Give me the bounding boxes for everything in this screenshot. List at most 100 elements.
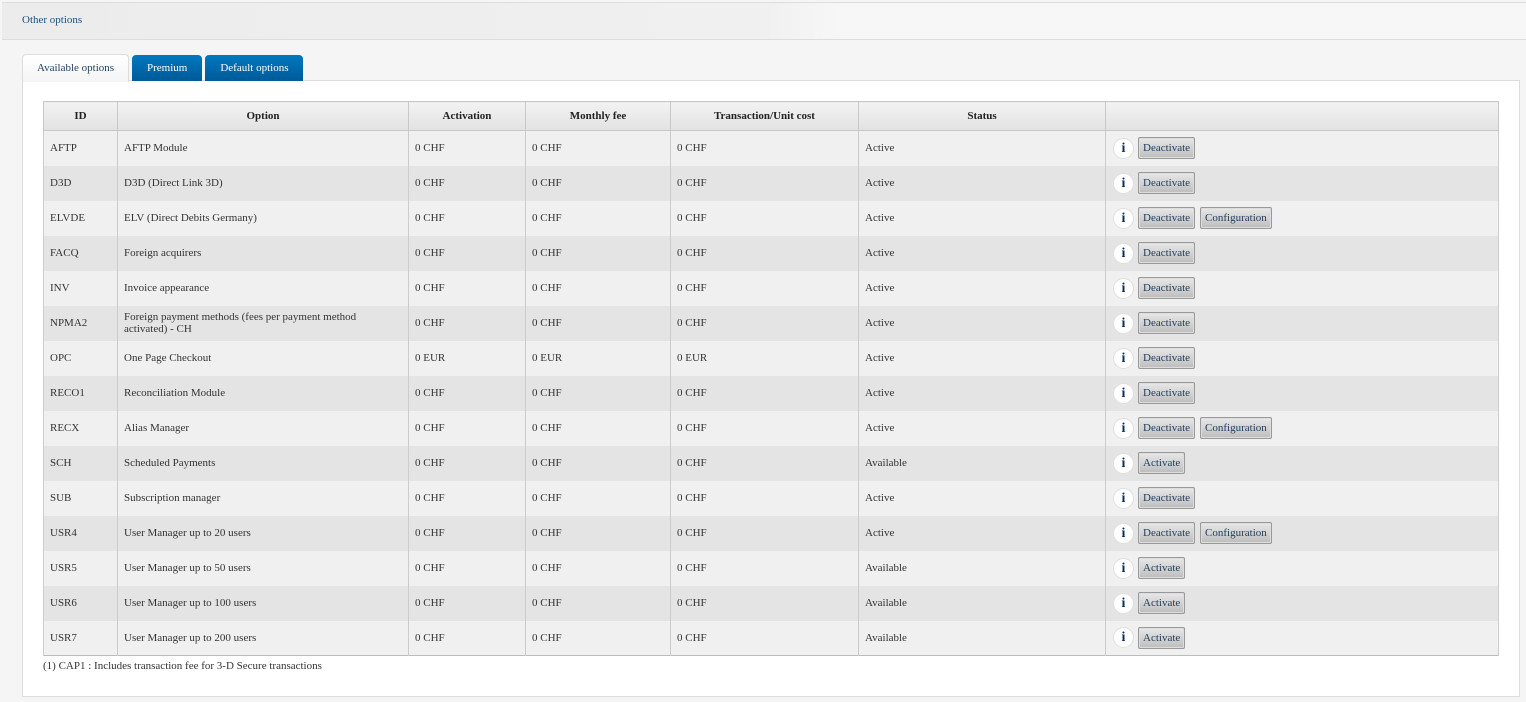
cell-id: NPMA2	[43, 305, 118, 341]
cell-activation: 0 CHF	[408, 585, 526, 621]
cell-monthly: 0 CHF	[525, 550, 671, 586]
cell-actions: i Activate	[1105, 445, 1499, 481]
cell-status: Available	[858, 620, 1106, 656]
cell-monthly: 0 CHF	[525, 445, 671, 481]
activate-button[interactable]: Activate	[1138, 626, 1186, 649]
cell-status: Active	[858, 480, 1106, 516]
cell-unit: 0 CHF	[670, 235, 859, 271]
deactivate-button[interactable]: Deactivate	[1138, 487, 1196, 509]
cell-option: One Page Checkout	[117, 340, 409, 376]
deactivate-button[interactable]: Deactivate	[1138, 137, 1196, 160]
deactivate-button[interactable]: Deactivate	[1138, 312, 1196, 334]
cell-actions: i Deactivate Configuration	[1105, 515, 1499, 551]
info-icon[interactable]: i	[1113, 592, 1134, 614]
cell-status: Active	[858, 305, 1106, 341]
section-header: Other options	[2, 2, 1526, 40]
cell-activation: 0 CHF	[408, 410, 526, 446]
info-icon[interactable]: i	[1113, 417, 1134, 439]
deactivate-button[interactable]: Deactivate	[1138, 522, 1196, 544]
cell-monthly: 0 CHF	[525, 235, 671, 271]
cell-status: Active	[858, 515, 1106, 551]
cell-activation: 0 CHF	[408, 445, 526, 481]
cell-unit: 0 CHF	[670, 200, 859, 236]
info-icon[interactable]: i	[1113, 627, 1134, 649]
cell-actions: i Deactivate Configuration	[1105, 410, 1499, 446]
cell-id: D3D	[43, 165, 118, 201]
cell-actions: i Activate	[1105, 550, 1499, 586]
column-header: Status	[858, 101, 1106, 131]
tab-available-options[interactable]: Available options	[22, 54, 129, 82]
configuration-button[interactable]: Configuration	[1200, 417, 1272, 439]
cell-unit: 0 CHF	[670, 620, 859, 656]
cell-status: Active	[858, 130, 1106, 166]
deactivate-button[interactable]: Deactivate	[1138, 207, 1196, 229]
info-icon[interactable]: i	[1113, 347, 1134, 369]
cell-activation: 0 CHF	[408, 305, 526, 341]
table-row: FACQ Foreign acquirers 0 CHF 0 CHF 0 CHF Acti…	[43, 235, 1499, 271]
cell-unit: 0 CHF	[670, 130, 859, 166]
deactivate-button[interactable]: Deactivate	[1138, 277, 1196, 299]
cell-monthly: 0 CHF	[525, 165, 671, 201]
info-icon[interactable]: i	[1113, 557, 1134, 579]
cell-option: User Manager up to 50 users	[117, 550, 409, 586]
activate-button[interactable]: Activate	[1138, 557, 1186, 579]
cell-monthly: 0 CHF	[525, 410, 671, 446]
cell-id: SUB	[43, 480, 118, 516]
cell-id: RECX	[43, 410, 118, 446]
column-header	[1105, 101, 1499, 131]
cell-option: User Manager up to 20 users	[117, 515, 409, 551]
info-icon[interactable]: i	[1113, 382, 1134, 404]
cell-monthly: 0 CHF	[525, 200, 671, 236]
cell-status: Available	[858, 585, 1106, 621]
cell-status: Active	[858, 270, 1106, 306]
cell-unit: 0 CHF	[670, 270, 859, 306]
cell-id: USR6	[43, 585, 118, 621]
cell-actions: i Deactivate	[1105, 130, 1499, 166]
info-icon[interactable]: i	[1113, 522, 1134, 544]
cell-actions: i Activate	[1105, 620, 1499, 656]
cell-unit: 0 CHF	[670, 445, 859, 481]
info-icon[interactable]: i	[1113, 242, 1134, 264]
cell-monthly: 0 CHF	[525, 270, 671, 306]
activate-button[interactable]: Activate	[1138, 592, 1186, 614]
deactivate-button[interactable]: Deactivate	[1138, 382, 1196, 404]
cell-activation: 0 CHF	[408, 480, 526, 516]
cell-activation: 0 CHF	[408, 235, 526, 271]
info-icon[interactable]: i	[1113, 137, 1134, 159]
configuration-button[interactable]: Configuration	[1200, 207, 1272, 229]
cell-status: Active	[858, 200, 1106, 236]
deactivate-button[interactable]: Deactivate	[1138, 172, 1196, 194]
cell-activation: 0 CHF	[408, 200, 526, 236]
info-icon[interactable]: i	[1113, 487, 1134, 509]
table-row: USR6 User Manager up to 100 users 0 CHF 0 C…	[43, 585, 1499, 621]
footnote: (1) CAP1 : Includes transaction fee for …	[43, 660, 322, 672]
cell-activation: 0 CHF	[408, 130, 526, 166]
info-icon[interactable]: i	[1113, 172, 1134, 194]
cell-actions: i Deactivate	[1105, 375, 1499, 411]
cell-monthly: 0 CHF	[525, 305, 671, 341]
cell-status: Active	[858, 235, 1106, 271]
deactivate-button[interactable]: Deactivate	[1138, 242, 1196, 264]
cell-monthly: 0 CHF	[525, 585, 671, 621]
cell-actions: i Deactivate	[1105, 235, 1499, 271]
tab-default-options[interactable]: Default options	[205, 55, 304, 81]
cell-unit: 0 CHF	[670, 585, 859, 621]
cell-monthly: 0 CHF	[525, 620, 671, 656]
cell-unit: 0 CHF	[670, 305, 859, 341]
cell-option: Reconciliation Module	[117, 375, 409, 411]
deactivate-button[interactable]: Deactivate	[1138, 417, 1196, 439]
info-icon[interactable]: i	[1113, 312, 1134, 334]
activate-button[interactable]: Activate	[1138, 452, 1186, 474]
info-icon[interactable]: i	[1113, 207, 1134, 229]
tab-premium[interactable]: Premium	[132, 55, 203, 81]
cell-unit: 0 EUR	[670, 340, 859, 376]
cell-actions: i Deactivate	[1105, 305, 1499, 341]
cell-option: Foreign acquirers	[117, 235, 409, 271]
cell-monthly: 0 CHF	[525, 480, 671, 516]
info-icon[interactable]: i	[1113, 452, 1134, 474]
cell-id: FACQ	[43, 235, 118, 271]
deactivate-button[interactable]: Deactivate	[1138, 347, 1196, 369]
info-icon[interactable]: i	[1113, 277, 1134, 299]
cell-actions: i Deactivate Configuration	[1105, 200, 1499, 236]
configuration-button[interactable]: Configuration	[1200, 522, 1272, 544]
